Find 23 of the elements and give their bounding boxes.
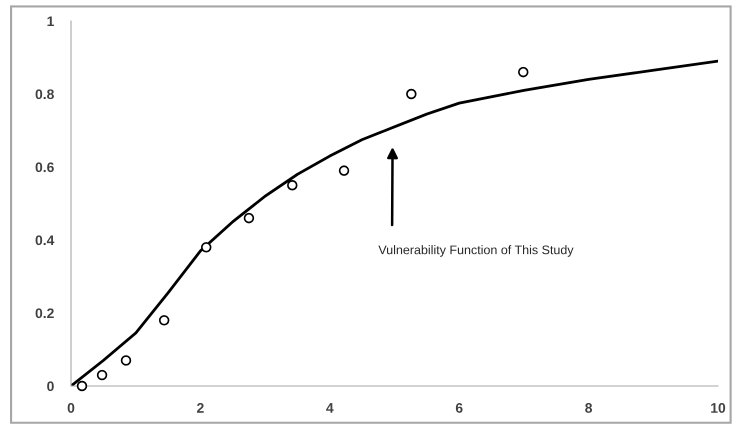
y-tick-label: 0.8 — [36, 89, 54, 100]
x-tick-label: 2 — [197, 403, 204, 413]
point — [96, 370, 108, 380]
y-tick-label: 0.6 — [36, 162, 54, 172]
x-tick-label: 6 — [456, 403, 463, 413]
point — [120, 355, 132, 366]
point — [518, 66, 528, 78]
point — [200, 242, 212, 253]
x-tick-label: 0 — [68, 403, 74, 413]
y-tick-label: 1 — [47, 16, 54, 26]
annotation: Vulnerability Function of This Study — [378, 245, 574, 257]
point — [287, 180, 298, 190]
y-tick-label: 0.2 — [36, 308, 54, 318]
point — [406, 88, 417, 100]
y-tick-label: 0 — [47, 381, 54, 392]
point — [244, 212, 254, 224]
x-tick-label: 10 — [711, 403, 726, 413]
x-tick-label: 4 — [326, 403, 334, 413]
point — [76, 380, 88, 392]
y-tick-label: 0.4 — [36, 235, 54, 246]
point — [338, 165, 350, 176]
x-tick-label: 8 — [585, 403, 592, 413]
point — [158, 315, 170, 326]
